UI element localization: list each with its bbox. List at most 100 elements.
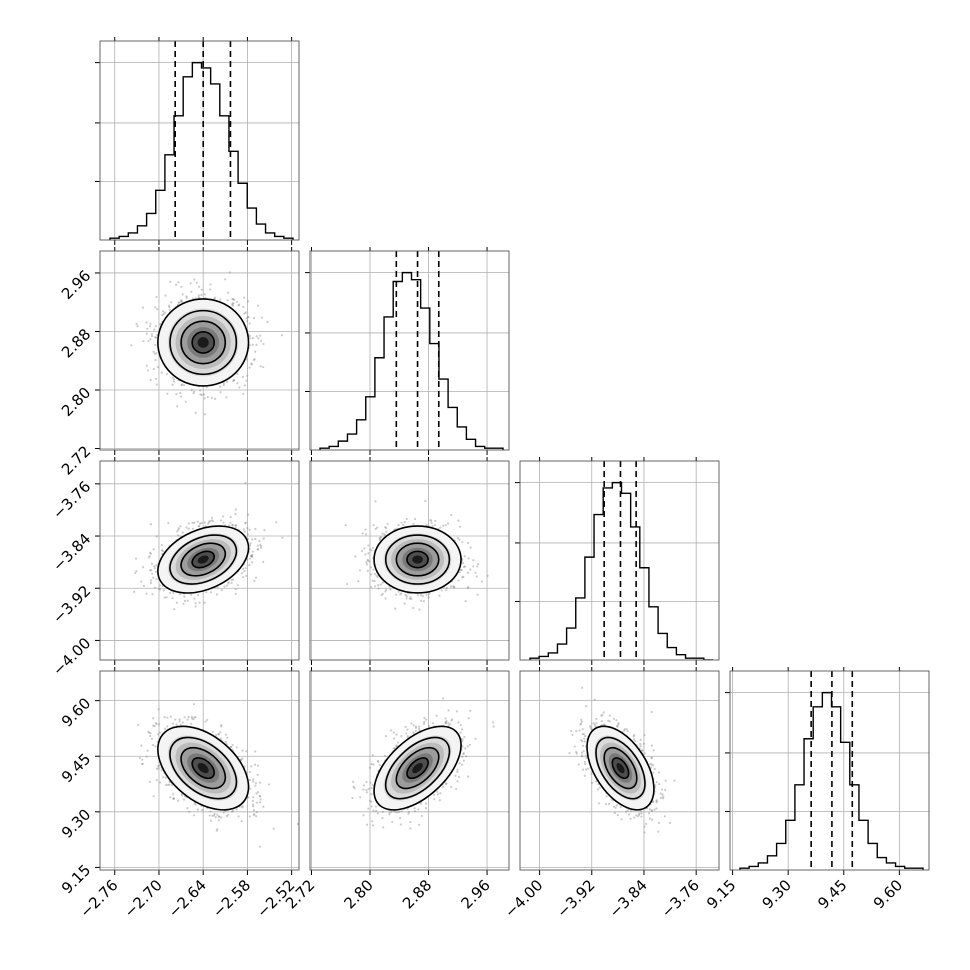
sample-point (222, 382, 225, 385)
sample-point (247, 513, 250, 516)
sample-point (377, 760, 380, 764)
sample-point (134, 557, 138, 560)
sample-point (252, 805, 255, 808)
sample-point (412, 522, 415, 526)
sample-point (581, 755, 584, 758)
sample-point (438, 594, 441, 597)
sample-point (145, 592, 148, 595)
sample-point (436, 793, 440, 796)
sample-point (381, 810, 384, 813)
sample-point (209, 819, 213, 822)
sample-point (623, 729, 626, 732)
sample-point (192, 718, 195, 721)
sample-point (370, 786, 373, 790)
sample-point (629, 817, 632, 820)
sample-point (461, 540, 464, 544)
sample-point (648, 808, 652, 811)
sample-point (239, 758, 242, 761)
sample-point (384, 734, 388, 738)
sample-point (395, 733, 398, 736)
sample-point (209, 591, 213, 594)
contour-line-0.5σ (191, 331, 216, 354)
sample-point (583, 737, 586, 740)
sample-point (243, 765, 246, 768)
panel-1-1 (305, 247, 510, 455)
sample-point (145, 364, 148, 367)
sample-point (655, 800, 658, 803)
sample-point (162, 589, 166, 592)
sample-point (252, 809, 256, 812)
sample-point (219, 731, 222, 734)
sample-point (449, 723, 452, 726)
sample-point (240, 819, 243, 823)
sample-point (627, 813, 631, 816)
sample-point (176, 530, 179, 533)
sample-point (492, 725, 495, 728)
sample-point (384, 526, 387, 529)
sample-point (204, 720, 207, 723)
sample-point (183, 595, 186, 598)
sample-point (648, 817, 652, 820)
sample-point (160, 769, 163, 772)
sample-point (248, 335, 252, 338)
sample-point (194, 605, 197, 608)
sample-point (157, 767, 160, 770)
sample-point (655, 780, 658, 784)
contour-line-2σ (373, 725, 462, 811)
sample-point (431, 524, 434, 527)
sample-point (590, 781, 594, 784)
sample-point (419, 802, 422, 805)
sample-point (649, 763, 652, 766)
sample-point (366, 558, 369, 561)
sample-point (229, 515, 232, 519)
sample-point (382, 826, 385, 829)
sample-point (486, 574, 489, 577)
sample-point (152, 367, 155, 371)
sample-point (376, 812, 379, 815)
sample-point (450, 718, 454, 721)
sample-point (222, 811, 225, 814)
sample-point (158, 764, 161, 767)
sample-point (474, 737, 477, 740)
sample-point (234, 587, 237, 591)
sample-point (180, 793, 183, 796)
sample-point (428, 592, 431, 595)
sample-point (209, 283, 212, 286)
sample-point (266, 320, 269, 324)
sample-point (370, 793, 373, 796)
sample-point (575, 752, 578, 755)
sample-point (165, 596, 168, 599)
sample-point (154, 745, 157, 748)
sample-point (602, 711, 605, 714)
sample-point (170, 301, 173, 304)
sample-point (199, 389, 202, 392)
sample-point (652, 771, 655, 774)
sample-point (461, 561, 465, 565)
sample-point (643, 825, 646, 828)
sample-point (381, 532, 384, 535)
sample-point (410, 722, 413, 725)
sample-point (192, 814, 196, 817)
sample-point (365, 791, 369, 794)
sample-point (424, 807, 428, 810)
sample-point (370, 573, 373, 576)
sample-point (258, 539, 261, 543)
sample-point (461, 755, 464, 758)
sample-point (381, 581, 384, 584)
sample-point (256, 544, 259, 547)
sample-point (160, 543, 163, 547)
sample-point (237, 815, 240, 818)
sample-point (447, 724, 450, 727)
x-tick-label: −3.76 (658, 876, 703, 921)
sample-point (135, 322, 138, 325)
sample-point (155, 352, 158, 355)
sample-point (238, 303, 241, 306)
sample-point (257, 337, 260, 340)
sample-point (385, 526, 388, 530)
contour-line-2σ (157, 725, 250, 811)
sample-point (447, 722, 450, 725)
sample-point (433, 523, 437, 527)
sample-point (224, 740, 227, 743)
sample-point (241, 375, 244, 379)
sample-point (368, 548, 372, 551)
